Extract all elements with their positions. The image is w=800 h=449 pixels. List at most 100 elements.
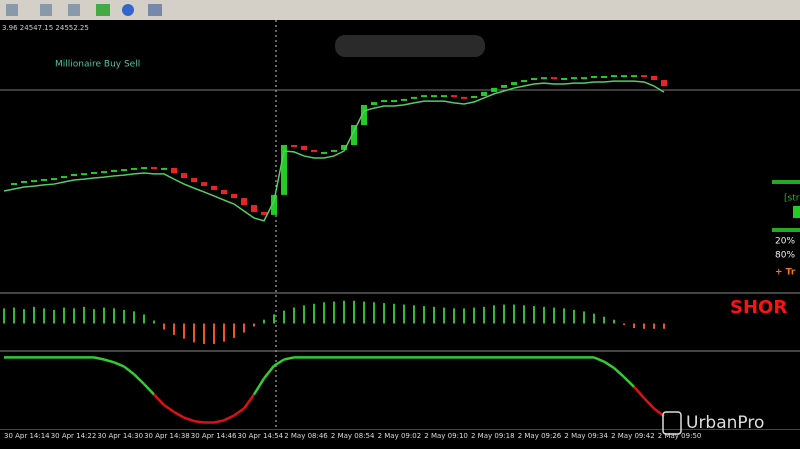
candle — [261, 211, 267, 215]
x-tick-label: 2 May 08:46 — [284, 432, 328, 440]
candle — [231, 194, 237, 199]
x-tick-label: 2 May 09:10 — [424, 432, 468, 440]
oscillator-segment — [623, 376, 635, 388]
x-tick-label: 30 Apr 14:22 — [51, 432, 97, 440]
signal: SHOR — [730, 297, 787, 318]
candle — [531, 78, 537, 81]
level: 80% — [775, 251, 795, 261]
candle — [461, 96, 467, 99]
candle — [451, 95, 457, 98]
oscillator-segment — [593, 356, 605, 363]
candle — [81, 173, 87, 176]
level: 20% — [775, 237, 795, 247]
chart-title: Millionaire Buy Sell — [55, 60, 140, 70]
x-tick-label: 30 Apr 14:38 — [144, 432, 190, 440]
oscillator-segment — [283, 356, 295, 361]
oscillator-segment — [143, 383, 155, 396]
x-tick-label: 30 Apr 14:54 — [238, 432, 284, 440]
oscillator-segment — [133, 373, 145, 385]
oscillator-segment — [263, 365, 275, 380]
candle — [151, 167, 157, 170]
candle — [141, 167, 147, 170]
strength: [str — [784, 194, 800, 204]
oscillator-segment — [223, 414, 235, 422]
x-tick-label: 2 May 09:42 — [611, 432, 655, 440]
candle — [171, 167, 177, 174]
panel-glyph — [793, 206, 800, 218]
oscillator-segment — [233, 407, 245, 417]
oscillator-segment — [273, 358, 285, 367]
x-tick-label: 30 Apr 14:46 — [191, 432, 237, 440]
candle — [611, 75, 617, 78]
oscillator-segment — [193, 419, 205, 424]
candle — [291, 145, 297, 147]
oscillator-segment — [173, 410, 185, 419]
candle — [301, 145, 307, 150]
candle — [181, 173, 187, 179]
candle — [61, 176, 67, 179]
candle — [591, 75, 597, 78]
candle — [521, 80, 527, 83]
x-tick-label: 2 May 09:50 — [658, 432, 702, 440]
candle — [101, 171, 107, 174]
x-tick-label: 2 May 09:18 — [471, 432, 515, 440]
time-axis — [0, 430, 800, 449]
candle — [321, 151, 327, 154]
candle — [71, 174, 77, 177]
x-tick-label: 2 May 09:02 — [378, 432, 422, 440]
candle — [571, 77, 577, 80]
signal-line — [3, 80, 665, 222]
candle — [481, 91, 487, 96]
candle — [211, 185, 217, 190]
oscillator-segment — [603, 360, 615, 369]
candle — [551, 77, 557, 80]
candle — [601, 75, 607, 78]
candle — [201, 182, 207, 186]
candle — [561, 78, 567, 81]
candle — [381, 100, 387, 103]
oscillator-segment — [163, 403, 175, 414]
oscillator-segment — [613, 366, 625, 378]
candle — [351, 124, 357, 145]
candle — [91, 171, 97, 174]
candle — [631, 75, 637, 78]
candle — [651, 75, 657, 81]
info: 3.96 24547.15 24552.25 — [2, 24, 89, 32]
candle — [241, 198, 247, 206]
candle — [471, 95, 477, 99]
candle — [131, 167, 137, 170]
candle — [411, 96, 417, 99]
candle — [221, 189, 227, 195]
x-tick-label: 30 Apr 14:14 — [4, 432, 50, 440]
oscillator-segment — [242, 393, 256, 410]
candle — [541, 77, 547, 80]
candle — [641, 75, 647, 78]
candle — [11, 182, 17, 186]
candle — [191, 178, 197, 183]
candle — [401, 98, 407, 101]
candle — [21, 180, 27, 183]
candle — [41, 178, 47, 181]
candle — [31, 180, 37, 183]
candle — [661, 80, 667, 87]
oscillator-segment — [252, 377, 266, 396]
candle — [331, 149, 337, 152]
oscillator-segment — [113, 361, 125, 368]
oscillator-segment — [103, 358, 115, 364]
candle — [311, 149, 317, 152]
oscillator-segment — [123, 365, 135, 376]
candle — [581, 77, 587, 80]
candle — [621, 75, 627, 78]
x-tick-label: 30 Apr 14:30 — [97, 432, 143, 440]
x-tick-label: 2 May 08:54 — [331, 432, 375, 440]
candle — [431, 95, 437, 98]
candle — [121, 169, 127, 172]
oscillator-segment — [183, 416, 195, 423]
candle — [251, 205, 257, 212]
candle — [271, 194, 277, 215]
candle — [341, 145, 347, 150]
watermark: UrbanPro — [686, 413, 764, 433]
toolbar — [0, 0, 800, 20]
